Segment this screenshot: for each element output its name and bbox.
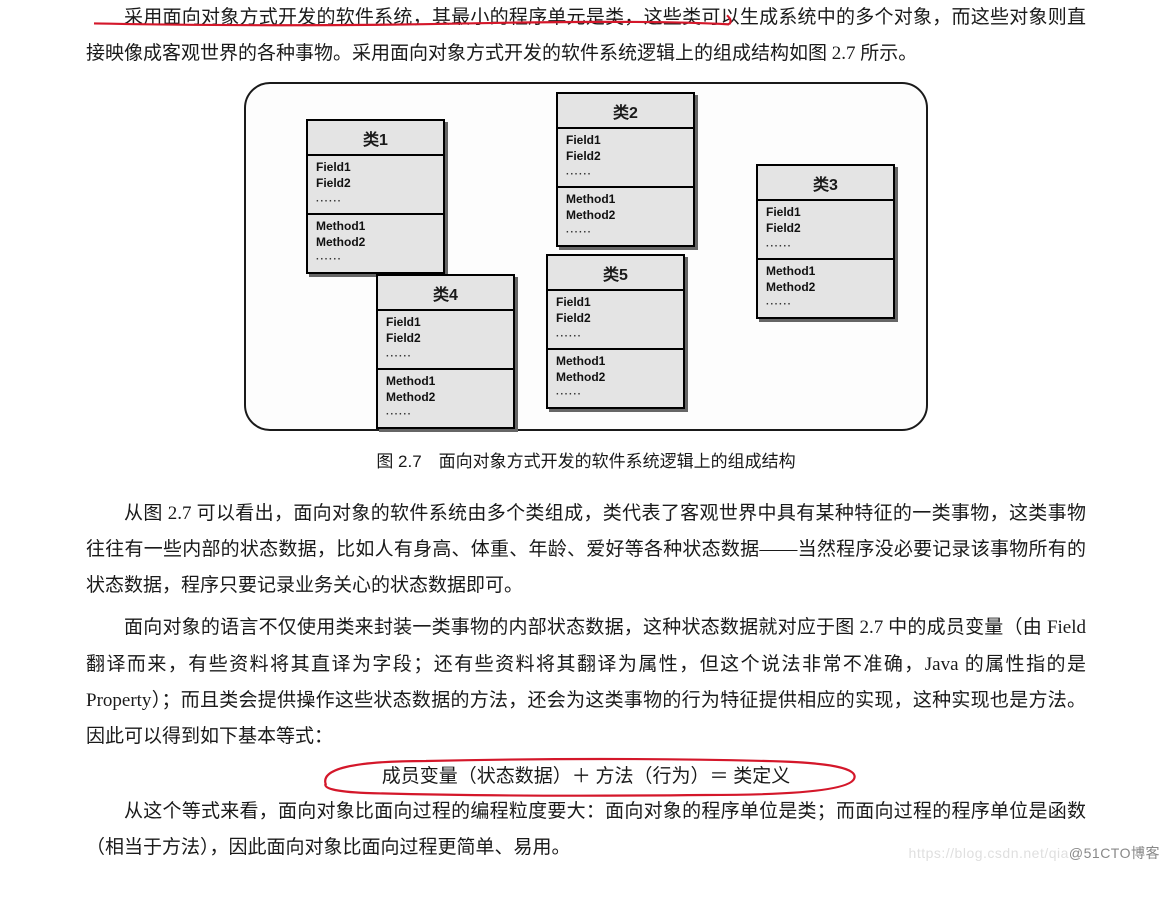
class-fields: Field1Field2······ — [548, 291, 683, 350]
class-box-c4: 类4Field1Field2······Method1Method2······ — [376, 274, 515, 429]
paragraph-1-text: 采用面向对象方式开发的软件系统，其最小的程序单元是类，这些类可以生成系统中的多个… — [86, 7, 1086, 64]
class-fields: Field1Field2······ — [558, 129, 693, 188]
class-box-c2: 类2Field1Field2······Method1Method2······ — [556, 92, 695, 247]
class-title: 类4 — [378, 276, 513, 311]
class-methods: Method1Method2······ — [378, 370, 513, 427]
class-title: 类1 — [308, 121, 443, 156]
class-methods: Method1Method2······ — [308, 215, 443, 272]
class-box-c3: 类3Field1Field2······Method1Method2······ — [756, 164, 895, 319]
watermark: https://blog.csdn.net/qia@51CTO博客 — [909, 843, 1160, 863]
paragraph-1: 采用面向对象方式开发的软件系统，其最小的程序单元是类，这些类可以生成系统中的多个… — [86, 0, 1086, 72]
paragraph-3: 面向对象的语言不仅使用类来封装一类事物的内部状态数据，这种状态数据就对应于图 2… — [86, 610, 1086, 754]
page: 采用面向对象方式开发的软件系统，其最小的程序单元是类，这些类可以生成系统中的多个… — [0, 0, 1172, 902]
class-methods: Method1Method2······ — [558, 188, 693, 245]
figure-2-7: 类1Field1Field2······Method1Method2······… — [86, 82, 1086, 431]
class-title: 类5 — [548, 256, 683, 291]
watermark-faint: https://blog.csdn.net/qia — [909, 845, 1069, 861]
figure-caption: 图 2.7 面向对象方式开发的软件系统逻辑上的组成结构 — [86, 447, 1086, 472]
formula-line: 成员变量（状态数据）＋ 方法（行为）＝ 类定义 — [86, 761, 1086, 788]
diagram-container: 类1Field1Field2······Method1Method2······… — [244, 82, 928, 431]
class-fields: Field1Field2······ — [308, 156, 443, 215]
formula-text: 成员变量（状态数据）＋ 方法（行为）＝ 类定义 — [382, 766, 791, 787]
paragraph-2: 从图 2.7 可以看出，面向对象的软件系统由多个类组成，类代表了客观世界中具有某… — [86, 496, 1086, 604]
class-methods: Method1Method2······ — [758, 260, 893, 317]
class-title: 类3 — [758, 166, 893, 201]
watermark-label: @51CTO博客 — [1069, 845, 1160, 861]
class-methods: Method1Method2······ — [548, 350, 683, 407]
class-fields: Field1Field2······ — [758, 201, 893, 260]
class-box-c5: 类5Field1Field2······Method1Method2······ — [546, 254, 685, 409]
class-box-c1: 类1Field1Field2······Method1Method2······ — [306, 119, 445, 274]
class-title: 类2 — [558, 94, 693, 129]
class-fields: Field1Field2······ — [378, 311, 513, 370]
